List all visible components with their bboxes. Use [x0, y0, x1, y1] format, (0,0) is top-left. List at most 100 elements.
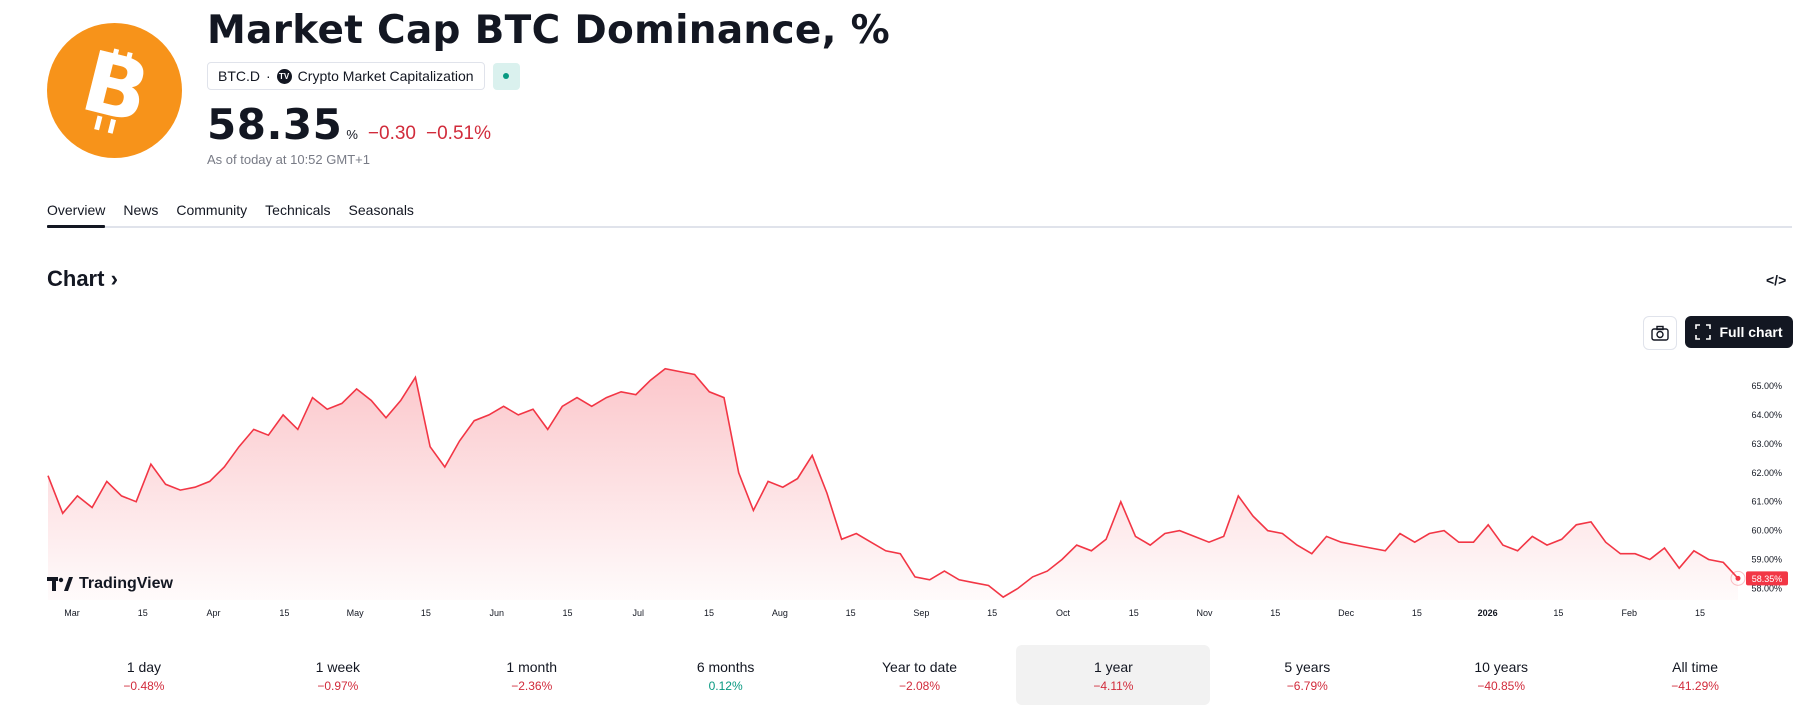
last-point	[1735, 575, 1741, 581]
x-tick-label: 15	[1412, 608, 1422, 618]
as-of-time: As of today at 10:52 GMT+1	[207, 152, 370, 167]
symbol-pill[interactable]: BTC.D · TV Crypto Market Capitalization	[207, 62, 485, 90]
last-value-label: 58.35%	[1752, 574, 1783, 584]
period-1-month[interactable]: 1 month −2.36%	[435, 645, 629, 705]
period-1-day[interactable]: 1 day −0.48%	[47, 645, 241, 705]
period-label: 6 months	[696, 659, 755, 675]
x-tick-label: Jun	[489, 608, 504, 618]
x-tick-label: 15	[987, 608, 997, 618]
tab-technicals[interactable]: Technicals	[265, 202, 331, 218]
change-abs: −0.30	[367, 123, 416, 144]
tab-overview[interactable]: Overview	[47, 202, 114, 228]
x-tick-label: Apr	[207, 608, 221, 618]
symbol-label: BTC.D	[218, 68, 260, 84]
btc-dominance-chart[interactable]: 65.00% 64.00% 63.00% 62.00% 61.00% 60.00% 59.0…	[0, 360, 1811, 630]
period-1-week[interactable]: 1 week −0.97%	[241, 645, 435, 705]
x-tick-label: 15	[1270, 608, 1280, 618]
period-6-months[interactable]: 6 months 0.12%	[629, 645, 823, 705]
full-chart-label: Full chart	[1719, 324, 1783, 340]
tv-brand-icon	[47, 577, 73, 591]
y-tick-label: 59.00%	[1751, 555, 1782, 565]
x-tick-label: Sep	[913, 608, 929, 618]
separator-dot: ·	[266, 68, 271, 84]
price-unit: %	[346, 127, 358, 142]
y-tick-label: 63.00%	[1751, 439, 1782, 449]
x-tick-label: Feb	[1621, 608, 1637, 618]
area-fill	[48, 368, 1738, 600]
period-change: −2.08%	[898, 679, 941, 693]
x-tick-label: Oct	[1056, 608, 1071, 618]
period-change: −6.79%	[1286, 679, 1328, 693]
chevron-right-icon: ›	[104, 266, 118, 291]
period-change: −0.97%	[317, 679, 359, 693]
period-label: 1 day	[126, 659, 162, 675]
y-tick-label: 64.00%	[1751, 410, 1782, 420]
bitcoin-logo: B	[47, 23, 182, 158]
fullscreen-icon	[1695, 324, 1712, 340]
period-all-time[interactable]: All time −41.29%	[1598, 645, 1792, 705]
y-tick-label: 60.00%	[1751, 526, 1782, 536]
x-tick-label: Aug	[772, 608, 788, 618]
page-title: Market Cap BTC Dominance, %	[207, 8, 891, 53]
period-label: 1 week	[315, 659, 361, 675]
tab-news[interactable]: News	[123, 202, 159, 218]
x-tick-label: May	[347, 608, 365, 618]
x-tick-label: 15	[421, 608, 431, 618]
x-tick-label: Nov	[1197, 608, 1214, 618]
series-line	[47, 367, 1739, 599]
chart-heading-label: Chart	[47, 266, 105, 291]
period-label: 1 month	[506, 659, 558, 675]
last-point-ring	[1730, 570, 1746, 586]
x-tick-label: 15	[138, 608, 148, 618]
x-tick-label: Jul	[633, 608, 645, 618]
y-tick-label: 62.00%	[1751, 468, 1782, 478]
price-row: 58.35 % −0.30 −0.51%	[207, 100, 501, 149]
chart-heading-link[interactable]: Chart ›	[47, 266, 118, 292]
exchange-label: Crypto Market Capitalization	[297, 68, 474, 84]
period-label: Year to date	[882, 659, 957, 675]
period-change: −40.85%	[1477, 679, 1526, 693]
x-tick-label: 15	[846, 608, 856, 618]
exchange-icon: TV	[276, 68, 292, 84]
period-1-year[interactable]: 1 year −4.11%	[1016, 645, 1211, 705]
period-label: 10 years	[1474, 659, 1529, 675]
period-change: −4.11%	[1093, 679, 1134, 693]
x-tick-label: 15	[1695, 608, 1705, 618]
snapshot-button[interactable]	[1643, 316, 1677, 350]
period-label: 1 year	[1093, 659, 1133, 675]
y-tick-label: 65.00%	[1751, 381, 1782, 391]
x-tick-label: 2026	[1478, 608, 1498, 618]
x-tick-label: 15	[1129, 608, 1139, 618]
period-label: 5 years	[1284, 659, 1331, 675]
tab-seasonals[interactable]: Seasonals	[348, 202, 414, 218]
status-dot-icon	[503, 73, 510, 79]
period-5-years[interactable]: 5 years −6.79%	[1210, 645, 1404, 705]
x-tick-label: 15	[704, 608, 714, 618]
tradingview-label: TradingView	[79, 575, 173, 592]
period-change: −2.36%	[511, 679, 553, 693]
full-chart-button[interactable]: Full chart	[1685, 316, 1793, 348]
market-status-badge[interactable]	[492, 62, 520, 90]
period-label: All time	[1672, 659, 1719, 675]
x-tick-label: Mar	[64, 608, 80, 618]
camera-icon	[1651, 325, 1669, 341]
embed-code-icon[interactable]: </>	[1766, 272, 1787, 288]
y-tick-label: 58.00%	[1751, 583, 1782, 593]
x-tick-label: 15	[562, 608, 572, 618]
last-value-badge	[1746, 571, 1788, 586]
x-tick-label: 15	[1553, 608, 1563, 618]
period-change: −41.29%	[1671, 679, 1719, 693]
period-change: 0.12%	[708, 679, 743, 693]
tab-bar: Overview News Community Technicals Seaso…	[47, 202, 1792, 228]
tab-community[interactable]: Community	[176, 202, 248, 218]
period-10-years[interactable]: 10 years −40.85%	[1404, 645, 1598, 705]
x-tick-label: Dec	[1338, 608, 1355, 618]
y-tick-label: 61.00%	[1751, 497, 1782, 507]
performance-periods: 1 day −0.48% 1 week −0.97% 1 month −2.36% 6 mo…	[47, 645, 1792, 705]
period-year-to-date[interactable]: Year to date −2.08%	[823, 645, 1017, 705]
period-change: −0.48%	[123, 679, 165, 693]
symbol-row: BTC.D · TV Crypto Market Capitalization	[207, 62, 520, 90]
tradingview-logo: TradingView	[47, 575, 173, 593]
change-pct: −0.51%	[426, 123, 491, 144]
price-value: 58.35	[207, 100, 343, 149]
